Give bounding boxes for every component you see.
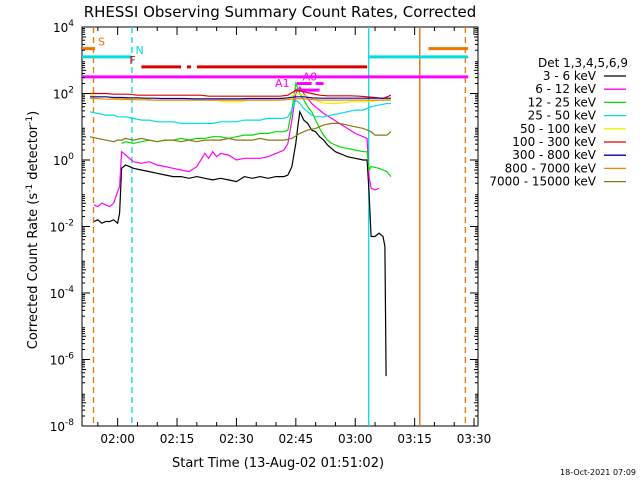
y-axis-label-part3: ) (26, 111, 41, 116)
y-axis-label-part1: Corrected Count Rate (s (26, 193, 41, 350)
legend-label: 300 - 800 keV (512, 148, 596, 162)
series-line-25-50-kev (89, 99, 391, 124)
y-tick-label: 104 (53, 19, 74, 35)
y-axis-label-part2: detector (26, 124, 41, 184)
y-tick-label: 10-4 (50, 285, 75, 301)
x-axis-label: Start Time (13-Aug-02 01:51:02) (172, 456, 384, 471)
x-tick-label: 02:45 (279, 432, 314, 446)
x-tick-label: 02:15 (160, 432, 195, 446)
flag-label-s: S (98, 36, 105, 49)
series-line-100-300-kev (89, 89, 392, 100)
flag-label-a0: A0 (303, 71, 318, 84)
series-line-300-800-kev (89, 96, 391, 100)
y-axis-label: Corrected Count Rate (s-1 detector-1) (25, 111, 41, 349)
legend-label: 3 - 6 keV (543, 69, 597, 83)
y-tick-label: 10-6 (50, 352, 75, 368)
series-line-3-6-kev (93, 109, 387, 377)
legend-label: 12 - 25 keV (528, 95, 597, 109)
footer-date: 18-Oct-2021 07:09 (560, 468, 636, 477)
series-line-800-7000-kev (89, 97, 391, 101)
x-tick-label: 03:15 (397, 432, 432, 446)
legend-label: 25 - 50 keV (528, 109, 597, 123)
series-line-12-25-kev (121, 81, 392, 177)
flag-label-f: F (129, 54, 135, 67)
legend-label: 100 - 300 keV (512, 135, 596, 149)
y-axis-label-sup1: -1 (25, 184, 35, 193)
legend-label: 6 - 12 keV (535, 82, 597, 96)
flag-label-n: N (136, 44, 144, 57)
y-tick-label: 10-8 (50, 418, 75, 434)
legend-label: 50 - 100 keV (520, 122, 597, 136)
y-axis: 104 102 100 10-2 10-4 10-6 10-8 (50, 19, 478, 434)
x-tick-label: 02:00 (100, 432, 135, 446)
chart-title: RHESSI Observing Summary Count Rates, Co… (84, 3, 477, 21)
x-tick-label: 03:00 (338, 432, 373, 446)
plot-area: S NF A0 A1 (81, 26, 479, 427)
legend-label: 800 - 7000 keV (505, 161, 597, 175)
flag-label-a1: A1 (275, 77, 290, 90)
series-line-6-12-kev (93, 85, 380, 208)
series-line-7000-15000-kev (89, 122, 392, 143)
y-tick-label: 102 (53, 86, 74, 102)
legend-label: 7000 - 15000 keV (489, 175, 596, 189)
y-axis-label-sup2: -1 (25, 116, 35, 125)
legend-title: Det 1,3,4,5,6,9 (538, 56, 628, 70)
y-tick-label: 10-2 (50, 219, 74, 235)
x-axis: 02:00 02:15 02:30 02:45 03:00 03:15 03:30 (97, 27, 492, 446)
x-tick-label: 02:30 (219, 432, 254, 446)
x-tick-label: 03:30 (457, 432, 492, 446)
y-tick-label: 100 (53, 152, 74, 168)
